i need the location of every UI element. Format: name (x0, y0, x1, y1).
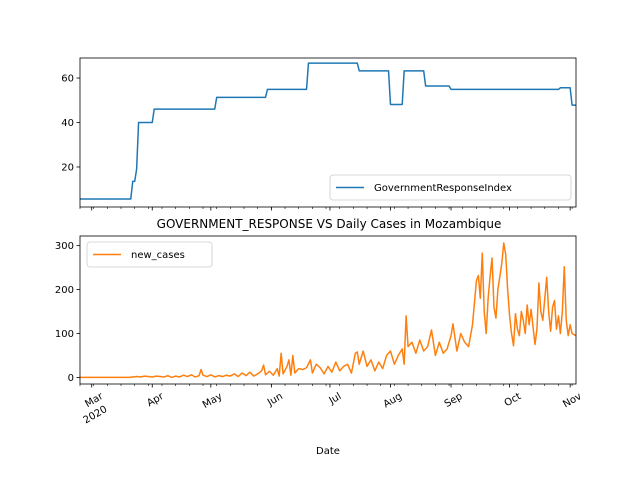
y-tick-label: 300 (55, 241, 74, 252)
y-tick-label: 40 (61, 118, 74, 129)
legend-box (86, 241, 213, 268)
legend-label: new_cases (131, 250, 185, 261)
series-line-new_cases (80, 242, 577, 379)
y-tick-label: 200 (55, 285, 74, 296)
y-tick-label: 20 (61, 162, 74, 173)
legend-box (329, 174, 572, 201)
axes-frame (79, 57, 577, 208)
series-line-GovernmentResponseIndex (80, 62, 576, 200)
y-tick-label: 0 (68, 373, 74, 384)
axes-frame (79, 235, 577, 385)
y-tick-label: 100 (55, 329, 74, 340)
chart-title: GOVERNMENT_RESPONSE VS Daily Cases in Mo… (157, 217, 502, 231)
government-response-axes: 20 40 60 GovernmentResponseIndex (61, 57, 577, 211)
x-axis-label: Date (316, 446, 340, 457)
legend-label: GovernmentResponseIndex (374, 183, 512, 194)
y-tick-label: 60 (61, 74, 74, 85)
